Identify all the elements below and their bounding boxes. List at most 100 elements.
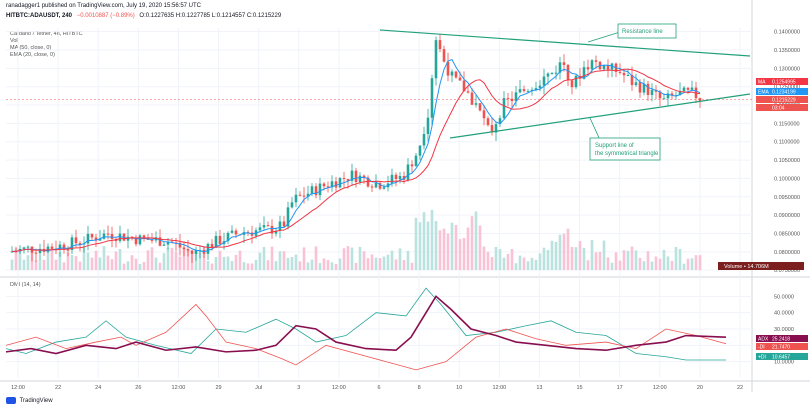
volume-bar [102, 246, 106, 270]
candle-body [406, 164, 410, 180]
volume-bar [110, 259, 114, 270]
volume-bar [690, 258, 694, 270]
time-tick-label: 22 [55, 385, 61, 391]
volume-bar [358, 246, 362, 270]
price-tick-label: 0.1300000 [774, 66, 800, 72]
dmi-tick-label: 50.0000 [774, 294, 794, 300]
volume-bar [234, 254, 238, 270]
volume-bar [46, 250, 50, 270]
volume-bar [618, 260, 622, 270]
price-tag: 03:04 [756, 104, 808, 112]
price-tag-label: EMA [758, 90, 770, 96]
volume-bar [446, 233, 450, 270]
volume-bar [386, 254, 390, 270]
volume-bar [626, 250, 630, 270]
candle-body [538, 85, 542, 89]
support-callout-pointer [589, 117, 601, 141]
candle-body [470, 92, 474, 105]
indicator-ema[interactable]: EMA (20, close, 0) [10, 52, 55, 58]
candle-body [346, 178, 350, 181]
volume-bar [614, 252, 618, 270]
candle-body [270, 225, 274, 234]
price-tick-label: 0.1350000 [774, 48, 800, 54]
volume-bar [538, 253, 542, 270]
candle-body [462, 80, 466, 92]
time-tick-label: 29 [215, 385, 221, 391]
candle-body [642, 83, 646, 93]
candle-body [290, 202, 294, 208]
candle-body [622, 72, 626, 76]
volume-bar [154, 257, 158, 270]
volume-bar [250, 263, 254, 270]
volume-bar [638, 257, 642, 270]
volume-bar [62, 262, 66, 270]
volume-bar [210, 263, 214, 270]
candle-body [122, 233, 126, 241]
volume-bar [534, 259, 538, 270]
candle-body [194, 250, 198, 254]
volume-bar [342, 248, 346, 270]
symbol-name[interactable]: HITBTC:ADAUSDT, 240 [6, 13, 73, 19]
candle-body [38, 248, 42, 254]
candle-body [46, 246, 50, 252]
price-tick-label: 0.0850000 [774, 231, 800, 237]
candle-body [330, 181, 334, 188]
tradingview-logo-icon [6, 397, 16, 404]
volume-bar [350, 247, 354, 270]
indicator-vol[interactable]: Vol [10, 38, 18, 44]
volume-bar [118, 249, 122, 270]
candle-body [650, 89, 654, 95]
volume-bar [558, 234, 562, 270]
volume-bar [462, 237, 466, 270]
time-tick-label: Jul [255, 385, 262, 391]
candle-body [434, 40, 438, 79]
support-callout-text: Support line of [595, 143, 634, 149]
time-tick-label: 6 [377, 385, 380, 391]
candle-body [66, 249, 70, 251]
candle-body [278, 221, 282, 231]
volume-bar [98, 257, 102, 270]
volume-bar [294, 254, 298, 270]
support-line [449, 93, 751, 139]
time-tick-label: 8 [418, 385, 421, 391]
volume-bar [594, 252, 598, 270]
candle-body [658, 91, 662, 99]
indicator-ma[interactable]: MA (50, close, 0) [10, 45, 52, 51]
candle-body [466, 91, 470, 93]
volume-bar [338, 258, 342, 270]
trendlines: Resistance line Support line of the symmet… [379, 23, 751, 161]
ohlc-values: O:0.1227635 H:0.1227785 L:0.1214557 C:0.… [139, 13, 282, 19]
volume-bar [490, 257, 494, 270]
price-tag-value: 03:04 [772, 106, 785, 112]
volume-bar [606, 257, 610, 270]
volume-bar [218, 250, 222, 270]
candle-body [230, 230, 234, 233]
candle-body [514, 92, 518, 102]
candle-body [394, 174, 398, 180]
candle-body [22, 247, 26, 249]
volume-bar [554, 241, 558, 270]
volume-bar [122, 263, 126, 270]
candle-body [426, 117, 430, 135]
volume-bar [634, 250, 638, 270]
price-tick-label: 0.1400000 [774, 30, 800, 36]
price-tag-bg [756, 104, 808, 111]
tradingview-brand[interactable]: TradingView [6, 397, 53, 404]
candle-body [506, 98, 510, 100]
volume-bar [66, 252, 70, 270]
candle-body [562, 62, 566, 65]
candle-body [334, 181, 338, 188]
price-tick-label: 0.1150000 [774, 121, 800, 127]
candle-body [322, 183, 326, 187]
volume-bar [230, 261, 234, 270]
indicator-dmi[interactable]: DMI (14, 14) [10, 282, 41, 288]
volume-bar [402, 259, 406, 270]
candle-body [234, 230, 238, 235]
volume-bar [126, 261, 130, 270]
candle-body [546, 73, 550, 77]
candle-body [182, 247, 186, 250]
time-tick-label: 20 [697, 385, 703, 391]
candle-body [342, 178, 346, 180]
volume-bar [430, 209, 434, 270]
